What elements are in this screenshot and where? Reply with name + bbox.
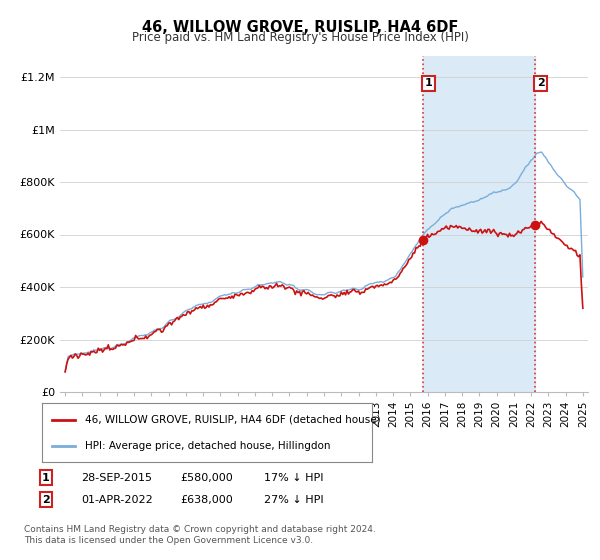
Text: HPI: Average price, detached house, Hillingdon: HPI: Average price, detached house, Hill… bbox=[85, 441, 331, 451]
Text: 46, WILLOW GROVE, RUISLIP, HA4 6DF: 46, WILLOW GROVE, RUISLIP, HA4 6DF bbox=[142, 20, 458, 35]
Text: £580,000: £580,000 bbox=[180, 473, 233, 483]
Text: 28-SEP-2015: 28-SEP-2015 bbox=[81, 473, 152, 483]
Text: Contains HM Land Registry data © Crown copyright and database right 2024.
This d: Contains HM Land Registry data © Crown c… bbox=[24, 525, 376, 545]
Text: 2: 2 bbox=[537, 78, 545, 88]
Text: 01-APR-2022: 01-APR-2022 bbox=[81, 494, 153, 505]
Text: 27% ↓ HPI: 27% ↓ HPI bbox=[264, 494, 323, 505]
Text: £638,000: £638,000 bbox=[180, 494, 233, 505]
Bar bbox=[423, 56, 535, 392]
Text: Price paid vs. HM Land Registry's House Price Index (HPI): Price paid vs. HM Land Registry's House … bbox=[131, 31, 469, 44]
Text: 46, WILLOW GROVE, RUISLIP, HA4 6DF (detached house): 46, WILLOW GROVE, RUISLIP, HA4 6DF (deta… bbox=[85, 414, 380, 424]
Text: 1: 1 bbox=[425, 78, 433, 88]
Text: 17% ↓ HPI: 17% ↓ HPI bbox=[264, 473, 323, 483]
Text: 2: 2 bbox=[42, 494, 50, 505]
Text: 1: 1 bbox=[42, 473, 50, 483]
